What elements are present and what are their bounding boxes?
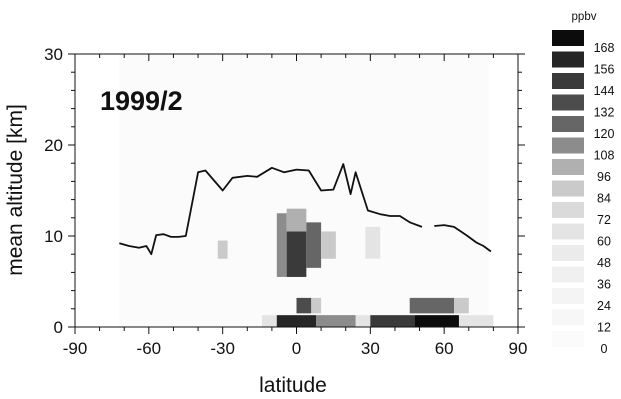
colorbar-swatch <box>552 159 584 175</box>
y-tick-label: 0 <box>54 318 63 337</box>
colorbar-swatch <box>552 288 584 304</box>
tropopause-line <box>434 224 492 253</box>
y-axis-title: mean altitude [km] <box>4 104 27 276</box>
colorbar-swatch <box>552 94 584 111</box>
heatmap-cell <box>276 315 317 327</box>
heatmap-cell <box>365 226 381 259</box>
x-tick-label: 90 <box>509 339 528 358</box>
colorbar-swatch <box>552 51 584 68</box>
colorbar-tick-label: 24 <box>597 299 611 313</box>
x-tick-label: 30 <box>361 339 380 358</box>
heatmap-cell <box>311 297 322 314</box>
colorbar-tick-label: 156 <box>594 63 615 77</box>
colorbar-swatch <box>552 202 584 218</box>
axes: -90 -60 -30 0 30 60 90 0 10 20 30 <box>44 45 527 358</box>
colorbar-tick-label: 0 <box>601 342 608 356</box>
colorbar-tick-label: 72 <box>597 213 611 227</box>
colorbar-tick-label: 84 <box>597 192 611 206</box>
tropopause-line <box>119 163 423 256</box>
heatmap-cell <box>286 231 307 277</box>
colorbar-swatch <box>552 331 584 347</box>
x-tick-label: -30 <box>210 339 235 358</box>
colorbar-tick-label: 168 <box>594 41 615 55</box>
colorbar-swatch <box>552 30 584 46</box>
x-tick-label: 0 <box>292 339 301 358</box>
x-tick-label: -60 <box>137 339 162 358</box>
y-tick-label: 30 <box>44 45 63 64</box>
colorbar-unit: ppbv <box>572 11 597 23</box>
x-axis-title: latitude <box>259 374 327 397</box>
colorbar-tick-label: 96 <box>597 170 611 184</box>
colorbar-tick-label: 132 <box>594 106 615 120</box>
colorbar-swatch <box>552 73 584 89</box>
colorbar-tick-label: 144 <box>594 84 615 98</box>
colorbar-swatch <box>552 309 584 326</box>
panel-label: 1999/2 <box>100 86 183 116</box>
colorbar-tick-label: 60 <box>597 235 611 249</box>
heatmap-cell <box>316 315 356 327</box>
colorbar-swatch <box>552 266 584 283</box>
colorbar-tick-label: 48 <box>597 256 611 270</box>
y-tick-label: 10 <box>44 227 63 246</box>
heatmap-cell <box>217 240 228 259</box>
heatmap-cell <box>276 213 287 277</box>
colorbar-swatch <box>552 223 584 240</box>
x-tick-label: -90 <box>63 339 88 358</box>
y-tick-label: 20 <box>44 136 63 155</box>
heatmap-cell <box>409 297 455 314</box>
colorbar-swatch <box>552 137 584 154</box>
colorbar-tick-label: 36 <box>597 278 611 292</box>
colorbar-tick-label: 12 <box>597 321 611 335</box>
plot-area <box>119 54 494 327</box>
heatmap-cell <box>306 222 322 268</box>
colorbar-swatch <box>552 116 584 132</box>
heatmap-cell <box>286 208 307 232</box>
heatmap-cell <box>454 297 469 314</box>
heatmap-cell <box>370 315 415 327</box>
colorbar-tick-label: 120 <box>594 127 615 141</box>
heatmap-cell <box>296 297 312 314</box>
colorbar-swatch <box>552 180 584 197</box>
colorbar-swatch <box>552 245 584 261</box>
colorbar-tick-label: 108 <box>594 149 615 163</box>
heatmap-cell <box>321 231 336 259</box>
heatmap-cell <box>414 315 459 327</box>
heatmap-background-cell <box>119 54 489 327</box>
x-tick-label: 60 <box>435 339 454 358</box>
